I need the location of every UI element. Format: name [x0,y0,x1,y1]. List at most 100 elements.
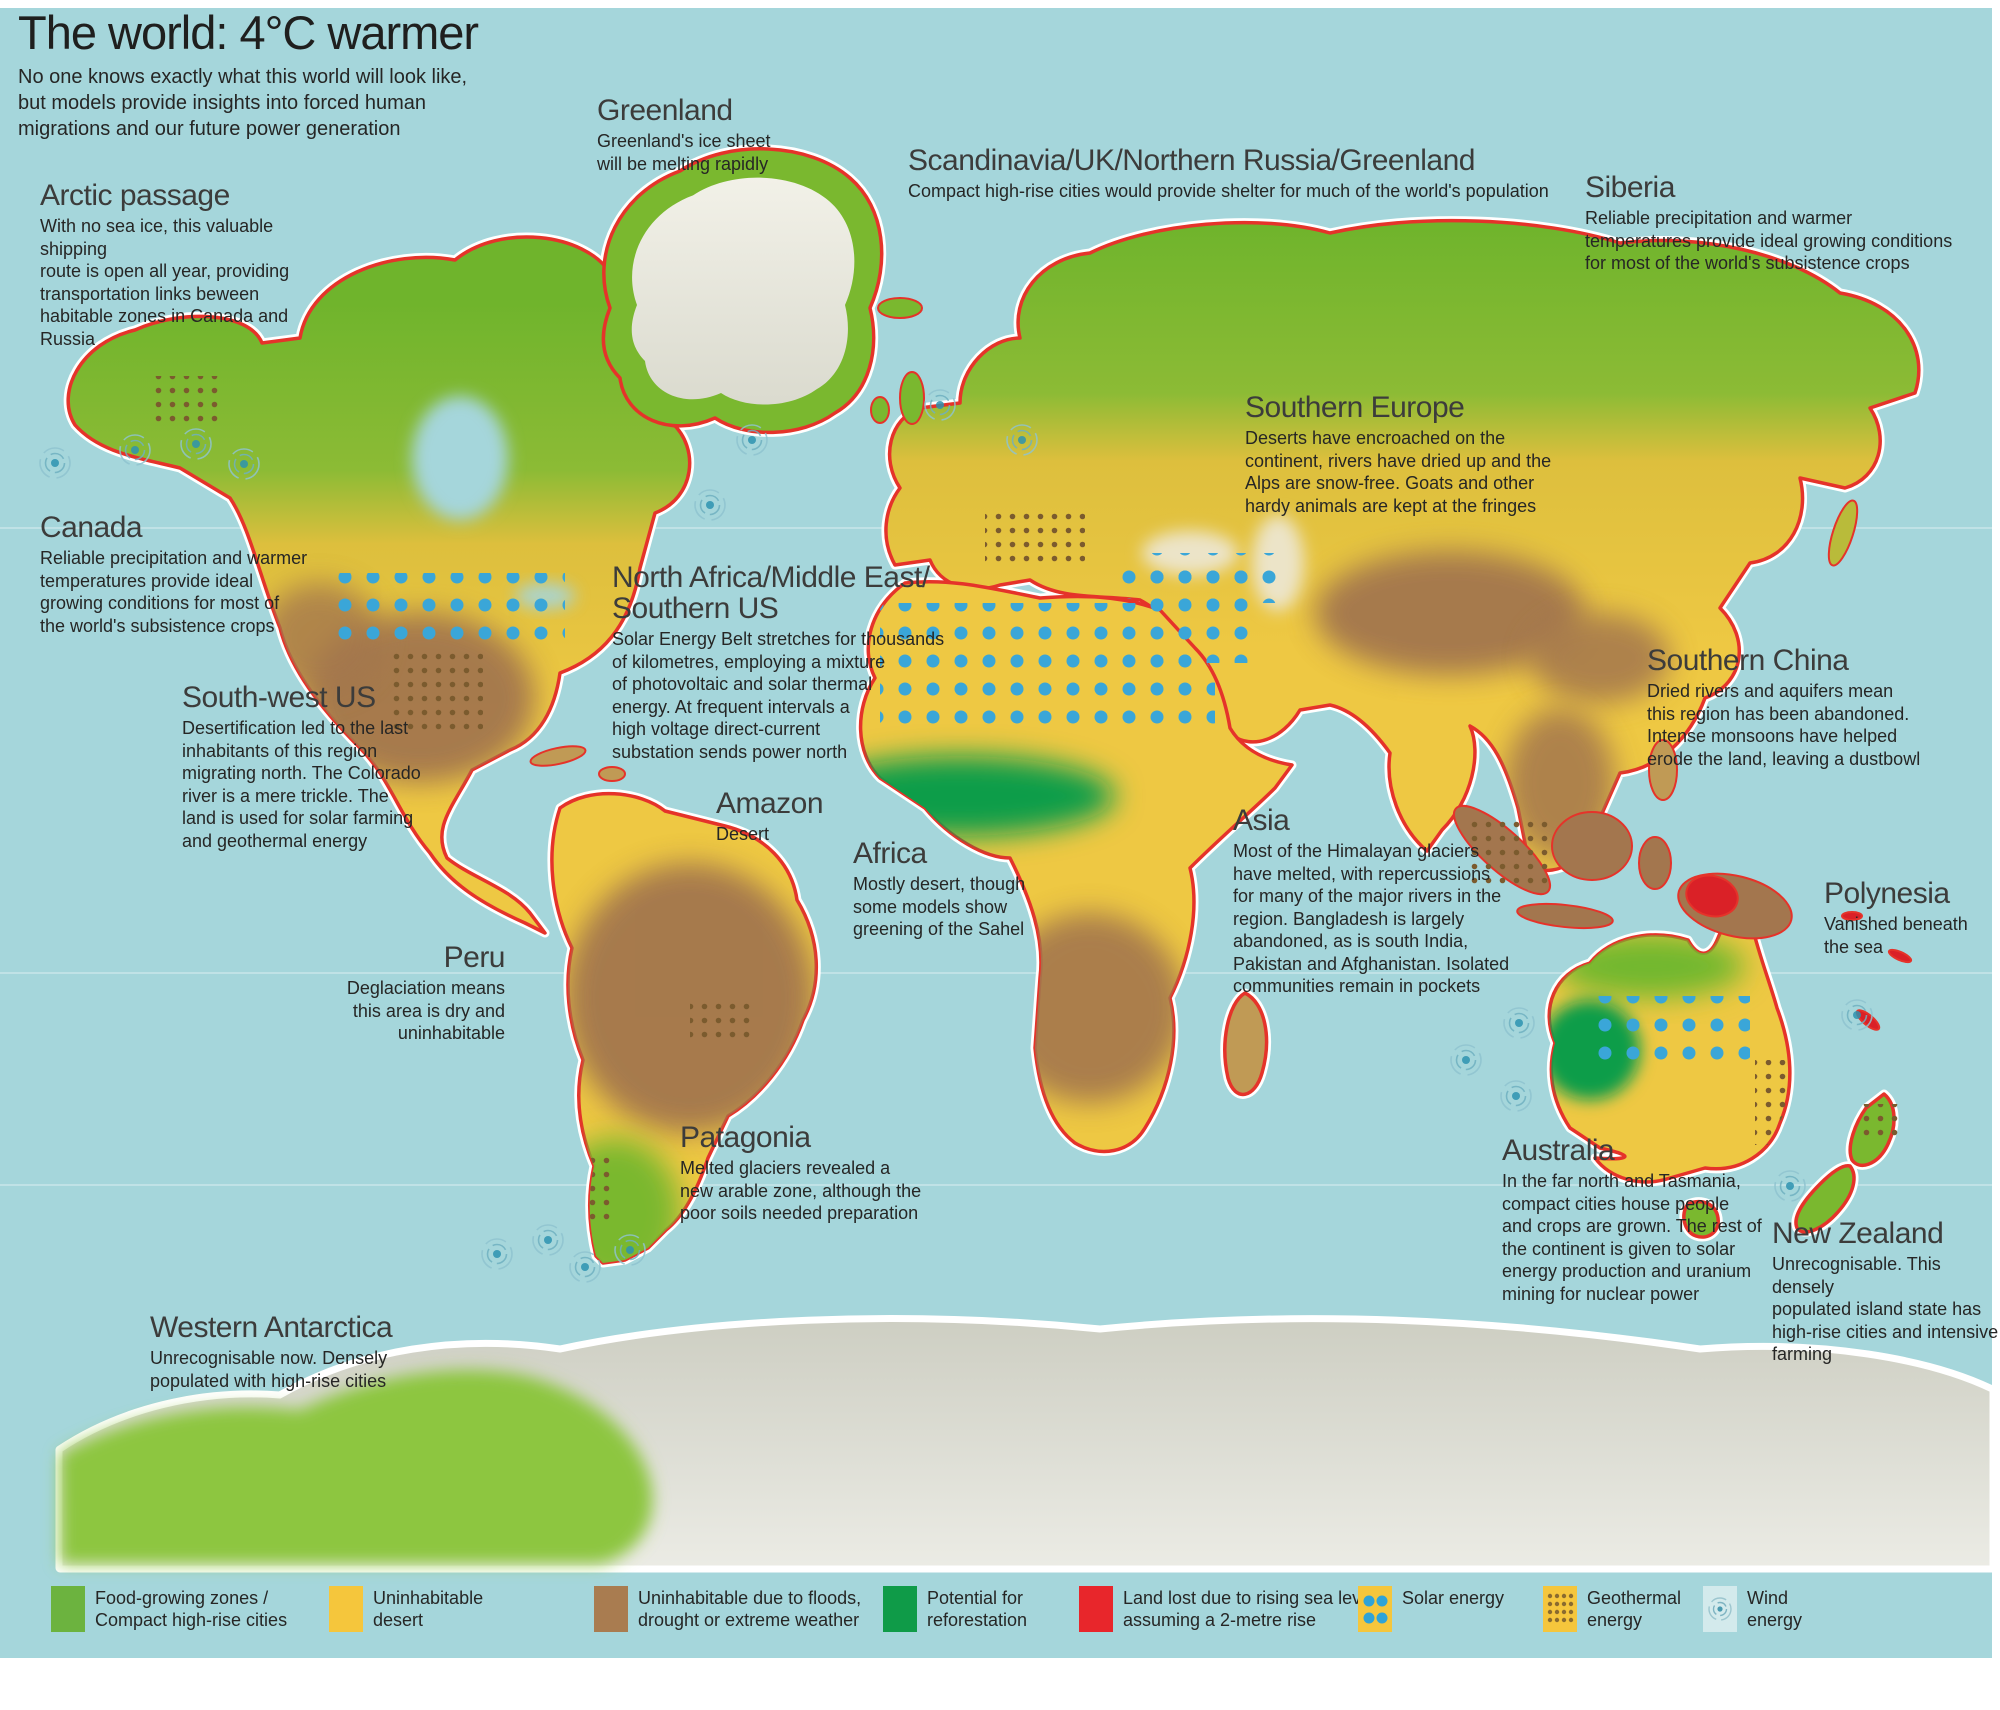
annotation-western-antarctica: Western Antarctica Unrecognisable now. D… [150,1312,430,1392]
annotation-body: In the far north and Tasmania, compact c… [1502,1171,1762,1304]
geothermal-energy-swatch-icon [1543,1586,1577,1632]
island-java [1516,902,1614,930]
legend-label: Uninhabitable desert [373,1588,484,1630]
annotation-body: Reliable precipitation and warmer temper… [1585,208,1953,274]
annotation-body: Desertification led to the last inhabita… [182,718,421,851]
flood-swatch [594,1586,628,1632]
annotation-title: Peru [443,941,506,974]
annotation-title: Polynesia [1824,877,1950,910]
page-subtitle: No one knows exactly what this world wil… [18,66,468,140]
annotation-body: Unrecognisable now. Densely populated wi… [150,1348,388,1391]
island-cuba [529,745,587,767]
annotation-southwest-us: South-west US Desertification led to the… [182,682,482,852]
island-uk [899,371,925,425]
landmass-western-antarctica-green [60,1370,653,1564]
annotation-new-zealand: New Zealand Unrecognisable. This densely… [1772,1218,2000,1366]
legend-label: Uninhabitable due to floods, drought or … [638,1588,862,1630]
legend-item-reforestation: Potential for reforestation [883,1586,1027,1632]
legend-label: Potential for reforestation [927,1588,1028,1630]
annotation-australia: Australia In the far north and Tasmania,… [1502,1135,1792,1305]
annotation-southern-europe: Southern Europe Deserts have encroached … [1245,392,1575,517]
annotation-greenland: Greenland Greenland's ice sheet will be … [597,95,837,175]
annotation-body: Compact high-rise cities would provide s… [908,181,1549,202]
island-iceland [877,297,923,319]
annotation-north-africa-middle-east-southern-us: North Africa/Middle East/ Southern US So… [612,562,972,763]
annotation-amazon: Amazon Desert [716,788,936,846]
legend-item-food-growing: Food-growing zones / Compact high-rise c… [51,1586,287,1632]
legend-label: Geothermal energy [1587,1588,1682,1630]
solar-energy-zones [330,553,1750,1074]
annotation-title: Greenland [597,94,733,127]
annotation-body: Melted glaciers revealed a new arable zo… [680,1158,922,1224]
landmass-madagascar [1223,991,1269,1097]
cyclone-icon [1503,1007,1535,1039]
annotation-title: Asia [1233,804,1290,837]
annotation-body: Deserts have encroached on the continent… [1245,428,1552,516]
annotation-patagonia: Patagonia Melted glaciers revealed a new… [680,1122,940,1225]
annotation-title: North Africa/Middle East/ Southern US [612,561,930,626]
annotation-title: Southern Europe [1245,391,1465,424]
reforestation-swatch [883,1586,917,1632]
annotation-body: Reliable precipitation and warmer temper… [40,548,308,636]
cyclone-icon [694,489,726,521]
annotation-canada: Canada Reliable precipitation and warmer… [40,512,350,637]
annotation-body: Unrecognisable. This densely populated i… [1772,1254,1999,1365]
annotation-asia: Asia Most of the Himalayan glaciers have… [1233,805,1563,998]
annotation-title: Siberia [1585,171,1675,204]
island-sulawesi [1638,836,1672,890]
legend-label: Solar energy [1402,1588,1505,1608]
page-title: The world: 4°C warmer [18,6,479,59]
annotation-southern-china: Southern China Dried rivers and aquifers… [1647,645,1967,770]
island-philippines [1648,739,1678,801]
cyclone-icon [1500,1080,1532,1112]
island-polynesia-1 [1841,911,1863,921]
annotation-title: New Zealand [1772,1217,1944,1250]
annotation-body: With no sea ice, this valuable shipping … [40,216,290,349]
annotation-title: Canada [40,511,143,544]
island-ireland [870,396,890,424]
legend-item-wind-energy: Wind energy [1703,1586,1802,1632]
annotation-body: Deglaciation means this area is dry and … [346,978,505,1044]
cyclone-icon [532,1224,564,1256]
world-map [0,8,1992,1658]
annotation-polynesia: Polynesia Vanished beneath the sea [1824,878,1992,958]
annotation-title: South-west US [182,681,376,714]
solar-energy-swatch-icon [1358,1586,1392,1632]
annotation-body: Vanished beneath the sea [1824,914,1968,957]
island-japan [1827,499,1859,567]
annotation-title: Africa [853,837,927,870]
legend-label: Land lost due to rising sea levels, assu… [1123,1588,1389,1630]
annotation-body: Greenland's ice sheet will be melting ra… [597,131,771,174]
annotation-title: Amazon [716,787,824,820]
legend-item-uninhabitable-floods: Uninhabitable due to floods, drought or … [594,1586,861,1632]
desert-swatch [329,1586,363,1632]
legend-item-geothermal-energy: Geothermal energy [1543,1586,1681,1632]
annotation-body: Dried rivers and aquifers mean this regi… [1647,681,1921,769]
annotation-title: Western Antarctica [150,1311,393,1344]
island-polynesia-2 [1887,948,1913,964]
annotation-title: Southern China [1647,644,1849,677]
legend-item-land-lost: Land lost due to rising sea levels, assu… [1079,1586,1389,1632]
annotation-scandinavia: Scandinavia/UK/Northern Russia/Greenland… [908,145,1568,203]
cyclone-icon [481,1238,513,1270]
legend-item-uninhabitable-desert: Uninhabitable desert [329,1586,483,1632]
annotation-body: Most of the Himalayan glaciers have melt… [1233,841,1510,997]
island-hispaniola [598,766,626,782]
cyclone-icon [1450,1044,1482,1076]
annotation-title: Scandinavia/UK/Northern Russia/Greenland [908,144,1475,177]
food-growing-swatch [51,1586,85,1632]
annotation-arctic-passage: Arctic passage With no sea ice, this val… [40,180,340,350]
annotation-siberia: Siberia Reliable precipitation and warme… [1585,172,1992,275]
legend-label: Food-growing zones / Compact high-rise c… [95,1588,288,1630]
legend-item-solar-energy: Solar energy [1358,1586,1504,1632]
annotation-body: Desert [716,824,770,845]
legend-label: Wind energy [1747,1588,1803,1630]
annotation-title: Arctic passage [40,179,230,212]
annotation-africa: Africa Mostly desert, though some models… [853,838,1103,941]
africa-overlays [860,756,1185,1103]
annotation-title: Australia [1502,1134,1615,1167]
annotation-body: Solar Energy Belt stretches for thousand… [612,629,945,762]
island-polynesia-3 [1855,1009,1881,1031]
sea-rise-swatch [1079,1586,1113,1632]
